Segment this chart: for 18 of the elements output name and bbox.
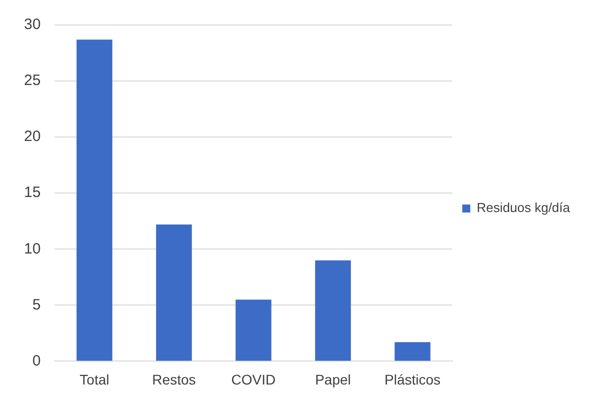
y-tick-label: 25 <box>24 72 41 90</box>
y-tick-label: 15 <box>24 184 41 202</box>
y-tick-label: 30 <box>24 16 41 34</box>
bar <box>394 342 430 361</box>
x-tick-label: Plásticos <box>384 371 441 388</box>
x-tick-label: COVID <box>231 371 276 388</box>
bar <box>156 224 192 361</box>
y-tick-label: 5 <box>32 296 41 314</box>
x-tick-label: Total <box>80 371 110 388</box>
legend-label: Residuos kg/día <box>476 200 571 216</box>
x-tick-label: Papel <box>315 371 351 388</box>
bar <box>76 40 112 361</box>
x-tick-label: Restos <box>152 371 196 388</box>
bar <box>315 260 351 361</box>
y-tick-label: 10 <box>24 240 41 258</box>
y-tick-label: 0 <box>32 352 41 370</box>
bar <box>236 300 272 361</box>
y-tick-label: 20 <box>24 128 41 146</box>
